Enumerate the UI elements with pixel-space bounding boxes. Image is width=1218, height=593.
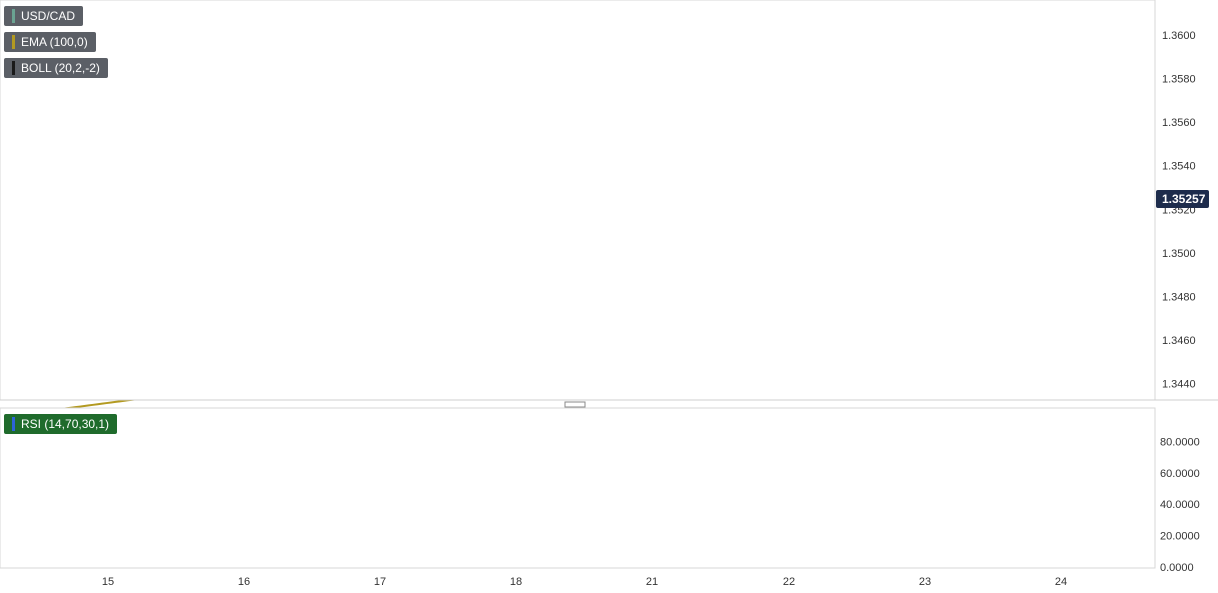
- ema-legend[interactable]: EMA (100,0): [4, 32, 96, 52]
- price-tick-label: 1.3440: [1162, 379, 1196, 391]
- price-tick-label: 1.3460: [1162, 335, 1196, 347]
- price-tick-label: 1.3540: [1162, 161, 1196, 173]
- rsi-panel-frame: [0, 407, 1156, 569]
- boll-label: BOLL (20,2,-2): [21, 61, 100, 75]
- price-tick-label: 1.3560: [1162, 117, 1196, 129]
- price-tick-label: 1.3500: [1162, 248, 1196, 260]
- ema-label: EMA (100,0): [21, 35, 88, 49]
- date-tick-label: 24: [1055, 576, 1067, 588]
- rsi-tick-label: 40.0000: [1160, 499, 1200, 511]
- date-tick-label: 22: [783, 576, 795, 588]
- rsi-legend[interactable]: RSI (14,70,30,1): [4, 414, 118, 434]
- price-tick-label: 1.3480: [1162, 292, 1196, 304]
- date-tick-label: 21: [646, 576, 658, 588]
- resize-handle-icon: [564, 401, 586, 408]
- date-tick-label: 18: [510, 576, 522, 588]
- symbol-label: USD/CAD: [21, 9, 76, 23]
- date-tick-label: 17: [374, 576, 386, 588]
- date-tick-label: 15: [102, 576, 114, 588]
- rsi-tick-label: 0.0000: [1160, 562, 1194, 574]
- price-tick-label: 1.3600: [1162, 30, 1196, 42]
- boll-legend[interactable]: BOLL (20,2,-2): [4, 58, 108, 78]
- rsi-swatch-icon: [12, 416, 15, 431]
- symbol-swatch-icon: [12, 8, 15, 23]
- rsi-tick-label: 20.0000: [1160, 531, 1200, 543]
- rsi-label: RSI (14,70,30,1): [21, 417, 110, 431]
- price-tick-label: 1.3580: [1162, 73, 1196, 85]
- ema-swatch-icon: [12, 34, 15, 49]
- date-tick-label: 16: [238, 576, 250, 588]
- price-panel-frame: [0, 0, 1156, 401]
- boll-swatch-icon: [12, 60, 15, 75]
- current-price-tag: 1.35257: [1156, 190, 1210, 208]
- rsi-tick-label: 80.0000: [1160, 436, 1200, 448]
- date-tick-label: 23: [919, 576, 931, 588]
- symbol-legend[interactable]: USD/CAD: [4, 6, 84, 26]
- rsi-tick-label: 60.0000: [1160, 468, 1200, 480]
